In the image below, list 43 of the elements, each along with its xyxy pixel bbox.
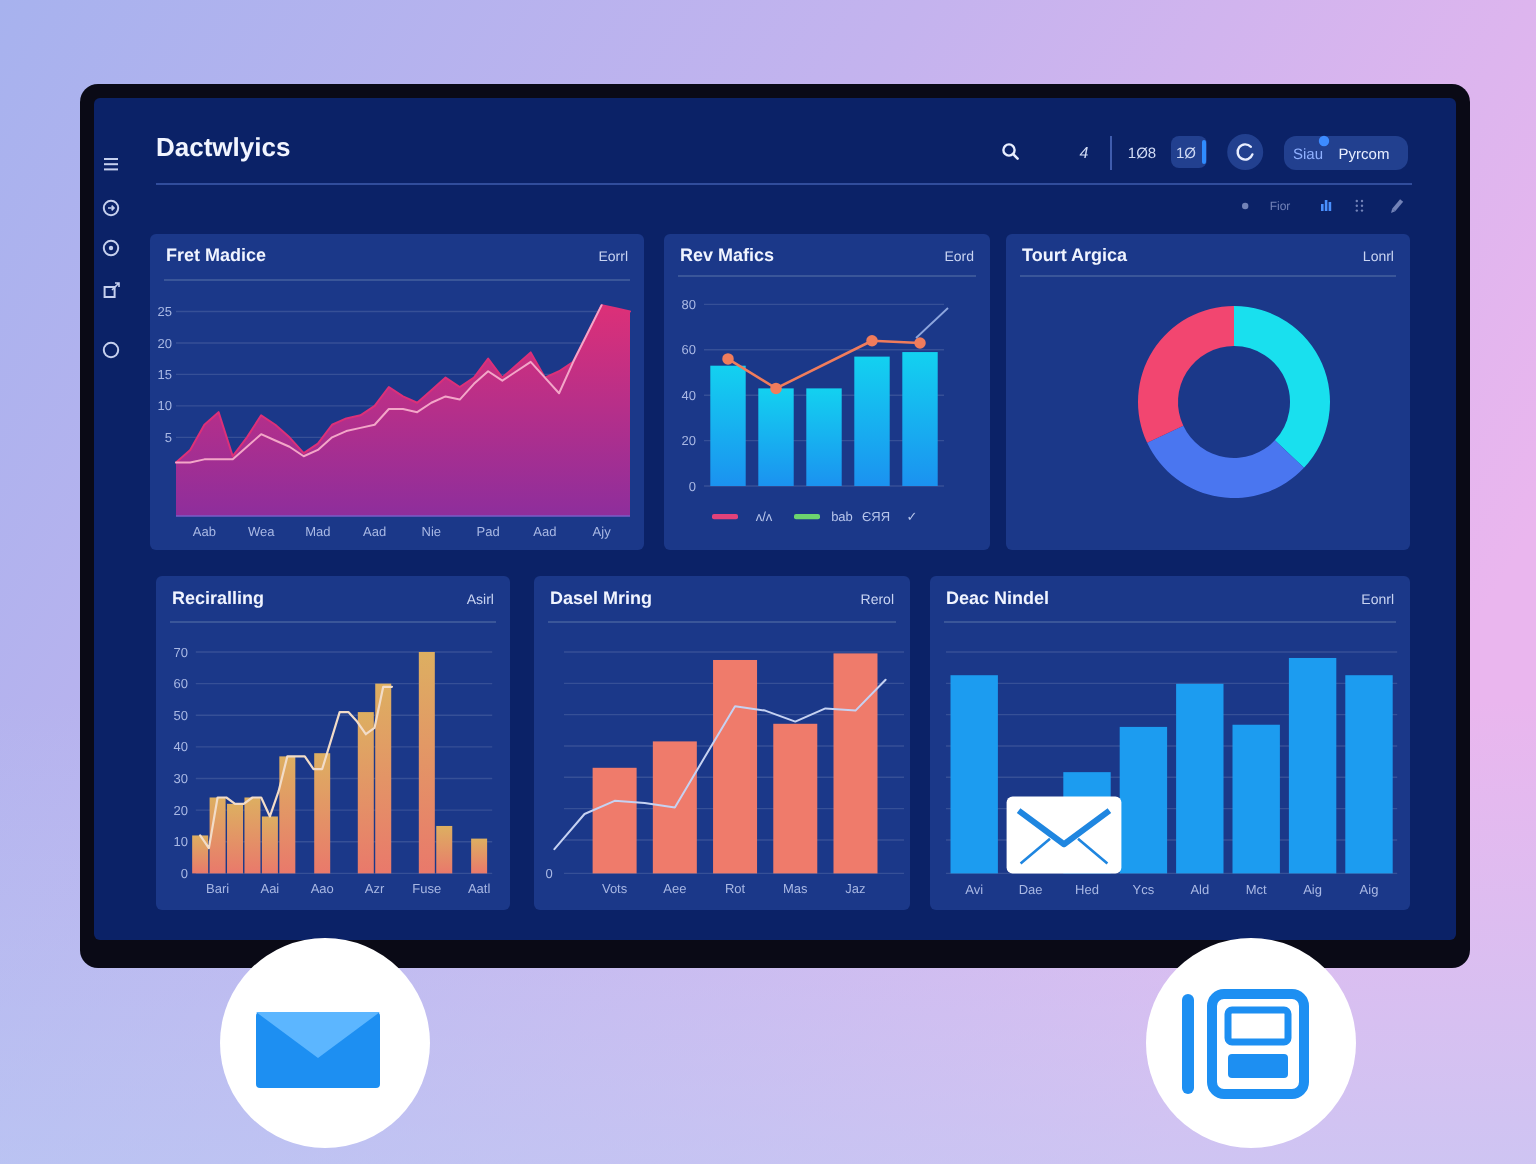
bar xyxy=(710,365,746,486)
bar xyxy=(209,797,226,874)
bar xyxy=(375,683,392,874)
bar xyxy=(1232,724,1280,874)
donut-slice xyxy=(1234,306,1330,468)
bar xyxy=(261,816,278,874)
bar xyxy=(1176,683,1224,874)
bar xyxy=(773,723,818,874)
bar xyxy=(806,388,842,486)
bar xyxy=(758,388,794,486)
text: 4 xyxy=(1079,144,1090,162)
bar xyxy=(227,803,244,874)
donut-slice xyxy=(1138,306,1234,443)
point xyxy=(722,353,734,365)
bar xyxy=(833,653,878,874)
bar xyxy=(1345,675,1393,874)
point xyxy=(914,337,926,349)
bar xyxy=(471,838,488,874)
bar xyxy=(950,675,998,874)
bar xyxy=(854,356,890,486)
chart-title: Reciralling xyxy=(172,588,265,608)
chart-title: Rev Mafics xyxy=(680,245,775,265)
text: Dactwlyics xyxy=(156,132,291,162)
chart-title: Tourt Argica xyxy=(1022,245,1129,265)
line-series xyxy=(199,685,394,850)
chart-title: Fret Madice xyxy=(166,245,267,265)
bar xyxy=(902,352,938,486)
bar xyxy=(279,756,296,874)
bar xyxy=(1288,657,1337,874)
point xyxy=(770,382,782,395)
bar xyxy=(192,835,209,874)
bar xyxy=(592,767,637,874)
bar xyxy=(314,753,331,874)
bar xyxy=(436,825,453,874)
chart-title: Dasel Mring xyxy=(550,588,653,608)
bar xyxy=(418,652,435,874)
donut-slice xyxy=(1147,425,1304,498)
point xyxy=(866,334,878,347)
chart-title: Deac Nindel xyxy=(946,588,1050,608)
bar xyxy=(357,712,374,874)
bar xyxy=(713,659,758,874)
bar xyxy=(652,741,697,874)
bar xyxy=(244,797,261,874)
